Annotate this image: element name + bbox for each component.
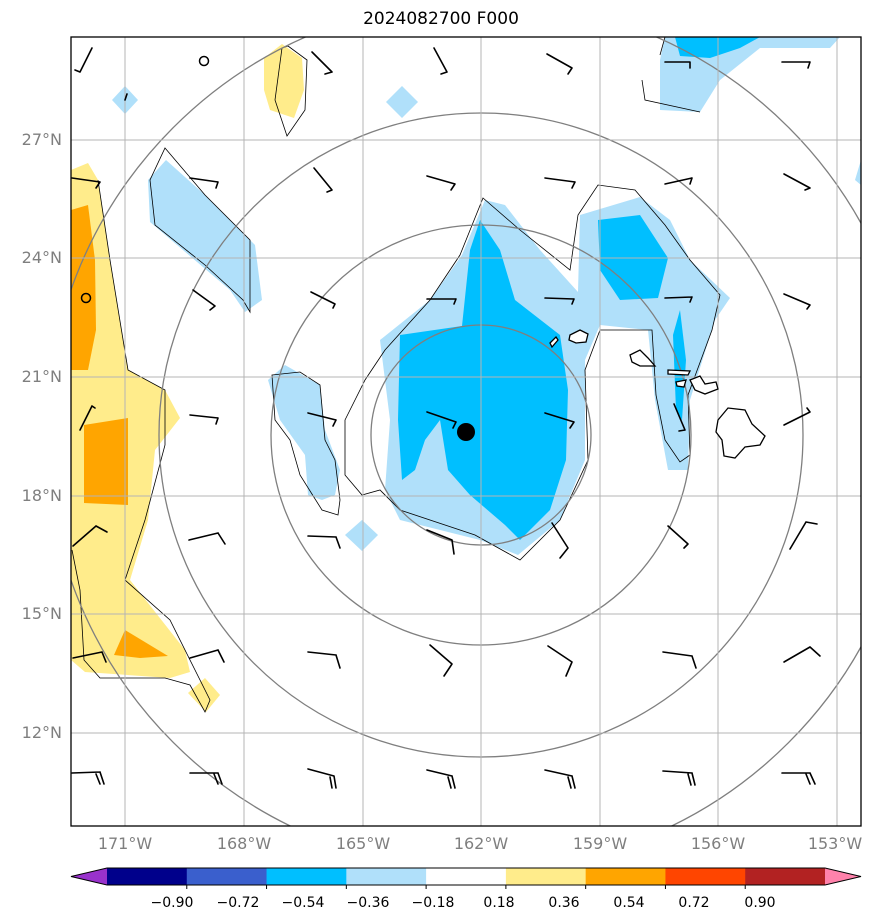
island-maui	[689, 375, 719, 395]
lat-label-27n: 27°N	[21, 130, 62, 149]
map-title: 2024082700 F000	[363, 9, 519, 29]
negative-anomaly-edge	[855, 160, 861, 185]
negative-anomaly-small-2	[386, 86, 418, 118]
colorbar-segment	[186, 868, 268, 885]
colorbar-tick-label: 0.72	[678, 895, 710, 911]
colorbar-segment	[426, 868, 507, 885]
lon-label-162w: 162°W	[453, 834, 509, 853]
colorbar-segment	[665, 868, 746, 885]
lon-label-156w: 156°W	[690, 834, 746, 853]
lon-label-153w: 153°W	[807, 834, 863, 853]
colorbar-tick-label: 0.36	[548, 895, 580, 911]
lon-label-171w: 171°W	[97, 834, 153, 853]
lon-label-159w: 159°W	[572, 834, 628, 853]
colorbar-tick-label: −0.18	[411, 895, 455, 911]
gridlines	[71, 37, 861, 826]
colorbar-extend-high	[825, 868, 861, 885]
colorbar-tick-label: −0.90	[150, 895, 194, 911]
positive-anomaly-north	[264, 44, 304, 118]
colorbar-tick-label: −0.36	[346, 895, 390, 911]
island-molokai	[667, 369, 692, 376]
colorbar-segment	[745, 868, 826, 885]
colorbar-segment	[266, 868, 347, 885]
plot-frame	[70, 36, 862, 827]
colorbar-tick-label: 0.18	[483, 895, 515, 911]
positive-anomaly-west-strong-2	[84, 418, 128, 505]
colorbar-segment	[346, 868, 427, 885]
negative-anomaly-south-small	[345, 520, 378, 551]
lon-label-165w: 165°W	[335, 834, 391, 853]
negative-anomaly-west-small	[268, 365, 340, 500]
colorbar-tick-label: 0.54	[613, 895, 645, 911]
colorbar-tick-label: −0.54	[281, 895, 325, 911]
lat-label-15n: 15°N	[21, 604, 62, 623]
colorbar-segment	[505, 868, 587, 885]
wind-barbs	[71, 47, 821, 789]
island-niihau	[549, 335, 559, 349]
negative-anomaly-central-strong	[398, 220, 568, 540]
positive-anomaly-south	[188, 678, 220, 712]
island-kauai	[568, 329, 589, 344]
contour-lines	[71, 37, 721, 713]
island-lanai	[675, 379, 687, 388]
colorbar	[70, 867, 862, 889]
colorbar-extend-low	[71, 868, 107, 885]
island-hawaii	[715, 407, 766, 459]
lon-label-168w: 168°W	[216, 834, 272, 853]
hawaiian-islands	[549, 329, 766, 459]
positive-anomaly-west	[71, 163, 190, 678]
negative-anomaly-northwest	[148, 160, 262, 312]
colorbar-segment	[107, 868, 188, 885]
colorbar-tick-label: 0.90	[744, 895, 776, 911]
positive-anomaly-west-strong-3	[114, 630, 168, 658]
calm-markers	[80, 55, 210, 304]
island-oahu	[629, 349, 657, 367]
colorbar-segment	[585, 868, 666, 885]
colorbar-outline	[70, 867, 862, 886]
lat-label-12n: 12°N	[21, 723, 62, 742]
storm-center-marker	[457, 423, 475, 441]
lat-label-24n: 24°N	[21, 248, 62, 267]
colorbar-tick-label: −0.72	[216, 895, 260, 911]
lat-label-21n: 21°N	[21, 367, 62, 386]
lat-label-18n: 18°N	[21, 486, 62, 505]
